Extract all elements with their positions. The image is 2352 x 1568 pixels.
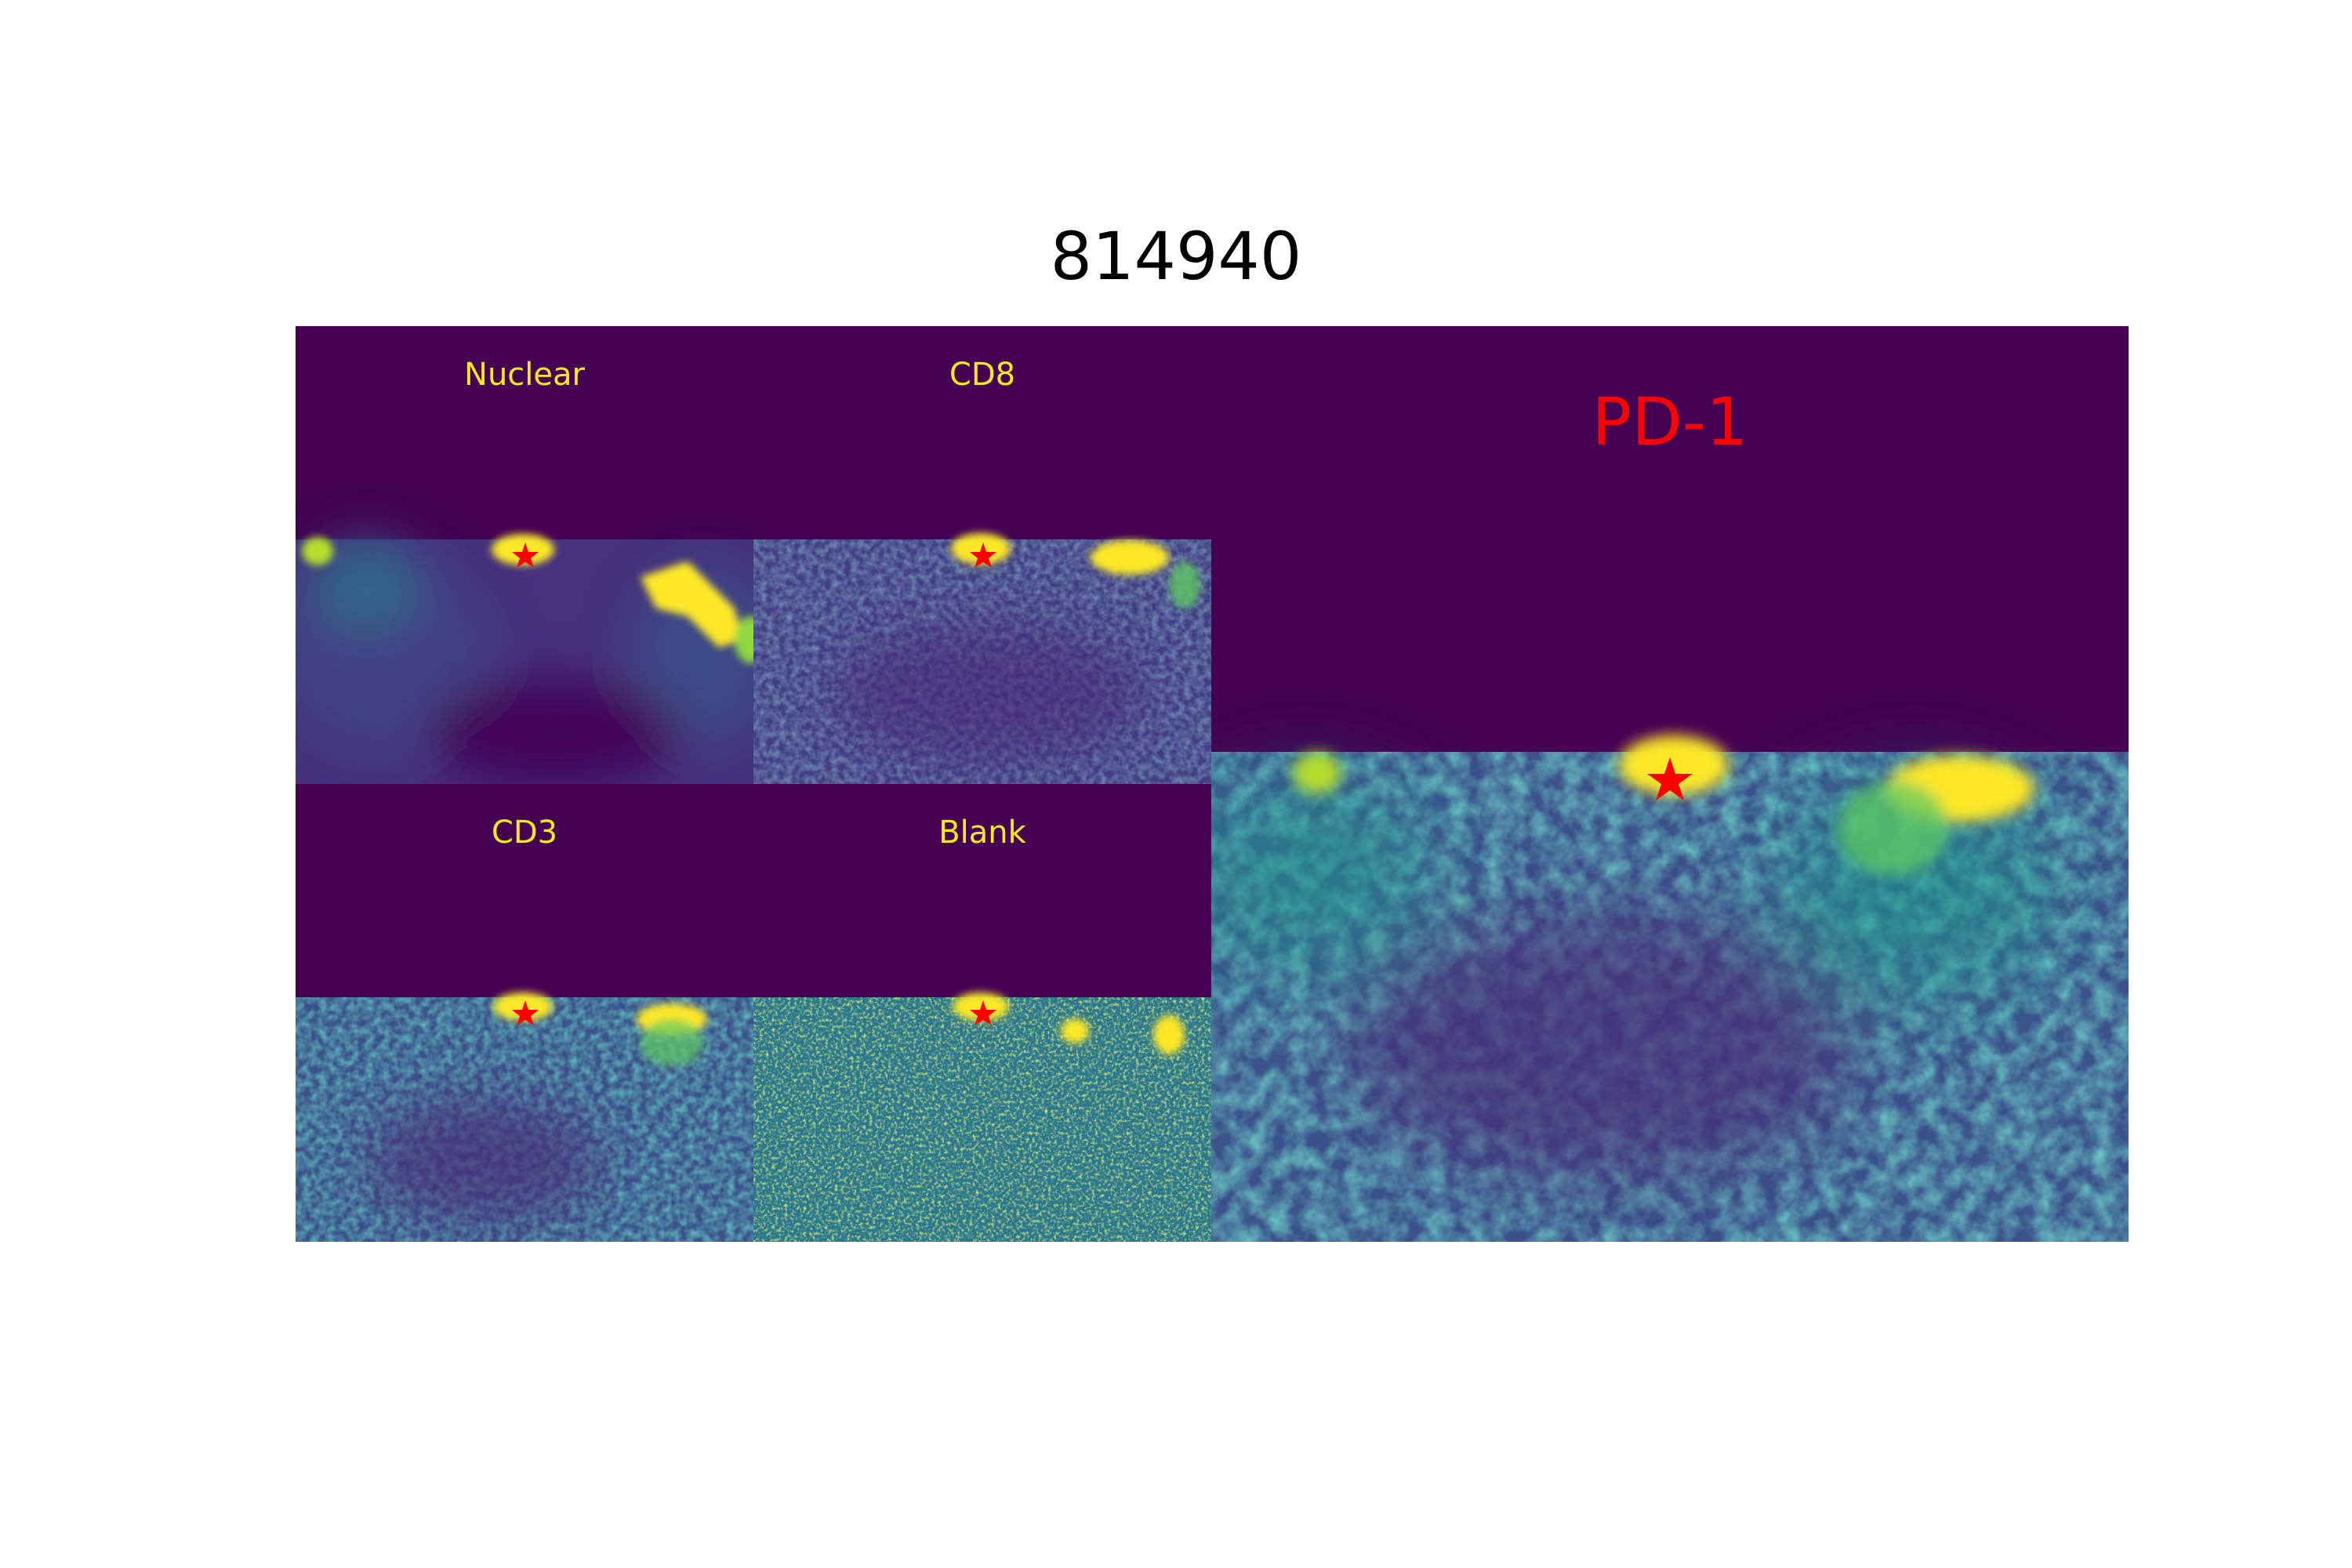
image-pd1 bbox=[1211, 735, 2129, 1242]
panel-label-pd1: PD-1 bbox=[1592, 383, 1748, 460]
panel-blank: Blank bbox=[753, 784, 1211, 1242]
figure-canvas: Nuclear CD8 bbox=[296, 326, 2129, 1242]
image-nuclear bbox=[296, 534, 753, 784]
image-cd3 bbox=[296, 993, 753, 1242]
cell-marker-star bbox=[970, 1000, 996, 1025]
cell-marker-star bbox=[970, 543, 996, 568]
cell-marker-star bbox=[512, 1000, 539, 1025]
panel-cd3: CD3 bbox=[296, 784, 753, 1242]
cell-marker-star bbox=[1647, 757, 1693, 800]
panel-label-cd8: CD8 bbox=[949, 357, 1016, 393]
figure-title: 814940 bbox=[1050, 218, 1302, 295]
panel-label-nuclear: Nuclear bbox=[464, 357, 585, 393]
panel-label-cd3: CD3 bbox=[491, 815, 558, 851]
panel-nuclear: Nuclear bbox=[296, 326, 753, 784]
cell-marker-star bbox=[512, 543, 539, 568]
panel-cd8: CD8 bbox=[753, 326, 1211, 784]
panel-label-blank: Blank bbox=[938, 815, 1026, 851]
panel-pd1: PD-1 bbox=[1211, 326, 2129, 1242]
image-cd8 bbox=[753, 533, 1211, 784]
image-blank bbox=[753, 993, 1211, 1242]
